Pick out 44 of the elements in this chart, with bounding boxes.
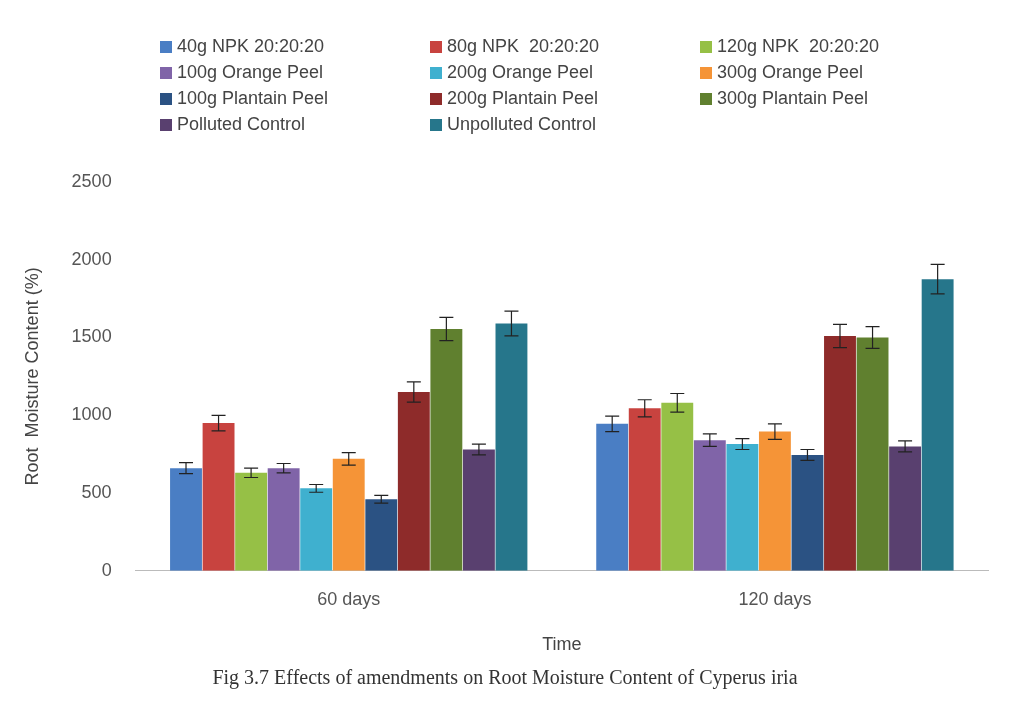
bar: [791, 454, 824, 571]
legend-label: 200g Orange Peel: [447, 62, 594, 83]
x-axis-title: Time: [542, 634, 582, 655]
y-axis-title: Root Moisture Content (%): [21, 267, 42, 486]
y-tick-label: 1000: [71, 404, 112, 425]
bar: [889, 446, 922, 571]
bar: [758, 431, 791, 571]
caption: Fig 3.7 Effects of amendments on Root Moisture Content of Cyperus iria: [211, 666, 799, 689]
bar: [397, 391, 430, 571]
legend-label: 100g Plantain Peel: [177, 88, 329, 109]
x-tick-label: 120 days: [738, 588, 812, 609]
y-tick-label: 2500: [71, 170, 112, 191]
legend-label: 200g Plantain Peel: [447, 88, 599, 109]
bar: [332, 458, 365, 571]
bar: [365, 499, 398, 571]
bar: [300, 488, 333, 571]
legend-label: 80g NPK 20:20:20: [447, 36, 600, 57]
bar: [170, 468, 202, 571]
bar: [462, 449, 495, 571]
legend-label: 40g NPK 20:20:20: [177, 36, 325, 57]
y-tick-label: 1500: [71, 326, 112, 347]
y-tick-label: 2000: [71, 248, 112, 269]
bar: [202, 423, 235, 571]
bar: [235, 472, 268, 571]
legend-label: 300g Plantain Peel: [717, 88, 869, 109]
legend-label: Unpolluted Control: [447, 114, 597, 135]
bar: [921, 279, 954, 571]
bar: [267, 468, 300, 571]
legend-label: 100g Orange Peel: [177, 62, 324, 83]
bar: [430, 328, 463, 571]
y-tick-label: 0: [101, 559, 112, 580]
y-tick-label: 500: [81, 482, 112, 503]
bar: [628, 408, 661, 571]
legend-label: Polluted Control: [177, 114, 306, 135]
bar: [726, 444, 759, 571]
bar: [495, 323, 528, 571]
x-tick-label: 60 days: [317, 588, 381, 609]
bar: [824, 335, 856, 571]
legend-label: 120g NPK 20:20:20: [717, 36, 880, 57]
bar: [661, 402, 694, 571]
bar: [693, 440, 726, 571]
legend-label: 300g Orange Peel: [717, 62, 864, 83]
bar: [856, 337, 889, 571]
bar: [596, 423, 629, 571]
